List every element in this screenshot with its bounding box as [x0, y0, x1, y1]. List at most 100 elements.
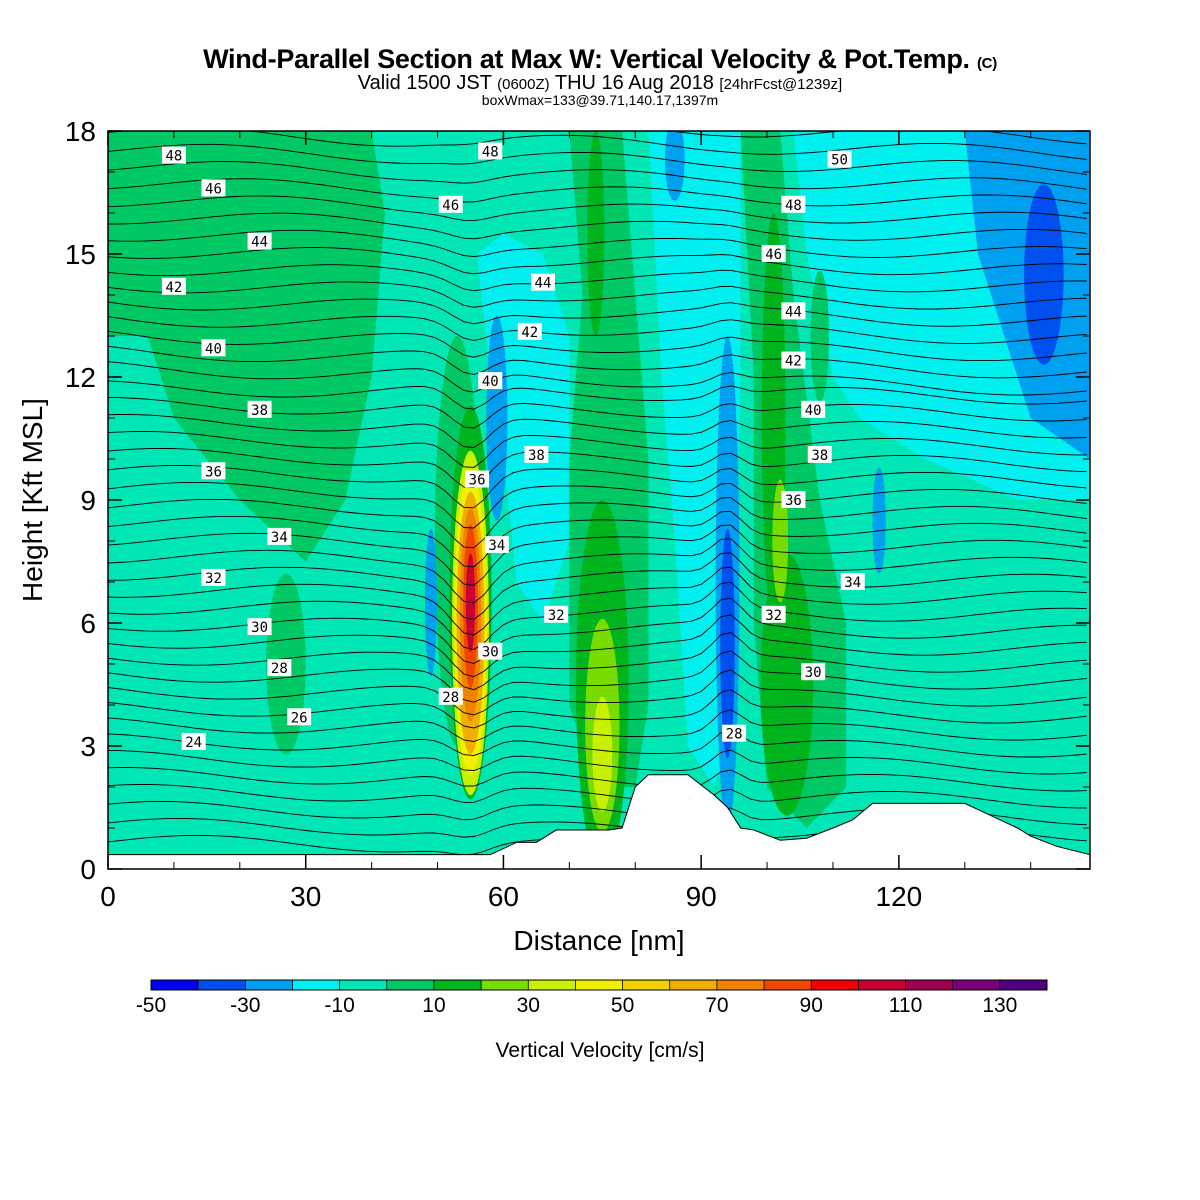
isentrope-line — [108, 784, 1087, 809]
isentrope-label-box — [801, 663, 826, 681]
isentrope-line — [108, 538, 1087, 604]
isentrope-label-box — [247, 618, 272, 636]
x-tick-label: 90 — [686, 881, 717, 912]
isentrope-label-box — [161, 146, 186, 164]
y-tick-label: 0 — [80, 854, 96, 885]
colorbar-swatch — [622, 980, 671, 990]
isentrope-label: 30 — [801, 663, 826, 681]
field-region — [592, 696, 613, 812]
isentrope-label-box — [181, 732, 206, 750]
colorbar-label: 90 — [800, 994, 823, 1017]
isentrope-label-box — [287, 708, 312, 726]
isentrope-label: 28 — [438, 687, 463, 706]
isentrope-label-box — [781, 302, 806, 320]
chart-subtitle: Valid 1500 JST (0600Z) THU 16 Aug 2018 [… — [0, 72, 1200, 95]
isentrope-label: 48 — [478, 142, 503, 161]
isentrope-label: 46 — [438, 195, 463, 214]
isentrope-label: 28 — [267, 659, 292, 677]
field-region — [108, 131, 385, 562]
isentrope-label-text: 34 — [844, 575, 861, 591]
x-tick-label: 60 — [488, 881, 519, 912]
isentrope-labels: 24 26 28 30 32 34 36 38 40 42 44 46 48 28 30 32 34 36 38 40… — [161, 142, 865, 751]
isentrope-label-box — [722, 724, 747, 742]
isentrope-line — [108, 464, 1087, 509]
isentrope-label-text: 44 — [251, 235, 268, 251]
isentrope-label-box — [247, 400, 272, 418]
x-tick-label: 120 — [876, 881, 923, 912]
colorbar-swatch — [245, 980, 293, 990]
field-region — [425, 528, 437, 677]
field-region — [587, 131, 605, 336]
isentrope-label-box — [807, 445, 832, 463]
isentrope-label-box — [484, 536, 509, 554]
colorbar-label: 30 — [517, 994, 540, 1017]
isentrope-label-text: 44 — [785, 304, 802, 320]
isentrope-line — [108, 497, 1087, 549]
isentrope-line — [108, 669, 1087, 716]
isentrope-label-text: 34 — [488, 538, 505, 554]
isentrope-label: 34 — [840, 573, 865, 591]
valid-date: THU 16 Aug 2018 — [554, 72, 714, 94]
isentrope-line — [108, 143, 1087, 175]
isentrope-line — [108, 566, 1087, 636]
isentrope-label-text: 40 — [482, 374, 499, 390]
isentrope-label-text: 42 — [785, 354, 802, 370]
isentrope-label-text: 48 — [785, 198, 802, 214]
isentrope-label-text: 36 — [785, 493, 802, 509]
isentrope-label: 44 — [530, 273, 555, 292]
isentrope-label-text: 42 — [521, 325, 538, 341]
isentrope-label: 36 — [201, 462, 226, 480]
isentrope-label: 24 — [181, 732, 206, 751]
colorbar-label: -30 — [230, 994, 260, 1017]
isentrope-label-text: 42 — [165, 280, 182, 296]
isentrope-label-box — [517, 322, 542, 340]
isentrope-line — [108, 431, 1087, 468]
isentrope-label: 40 — [478, 372, 503, 390]
isentrope-line — [108, 264, 1087, 293]
isentrope-line — [108, 178, 1087, 207]
isentrope-label-text: 48 — [165, 149, 182, 165]
isentrope-line — [108, 330, 1087, 362]
isentrope-line — [108, 161, 1087, 190]
isentrope-label-box — [801, 400, 826, 418]
isentrope-label: 34 — [267, 527, 292, 546]
isentrope-label: 32 — [544, 605, 569, 624]
isentrope-label: 42 — [517, 322, 542, 341]
y-tick-label: 6 — [80, 608, 96, 639]
isentrope-label-text: 32 — [765, 608, 782, 624]
y-tick-label: 18 — [65, 116, 96, 147]
isentrope-line — [108, 212, 1087, 241]
isentrope-label-text: 32 — [548, 608, 565, 624]
colorbar-swatch — [716, 980, 765, 990]
isentrope-label-text: 48 — [482, 145, 499, 161]
colorbar-label: 50 — [611, 994, 634, 1017]
velocity-field — [108, 131, 1090, 869]
colorbar-label: 130 — [982, 994, 1017, 1017]
isentrope-label-box — [530, 273, 555, 291]
isentrope-label-box — [761, 245, 786, 262]
isentrope-label: 40 — [201, 339, 226, 357]
isentrope-label-text: 40 — [805, 403, 822, 419]
isentrope-label-text: 24 — [185, 735, 202, 751]
x-tick-label: 0 — [100, 881, 116, 912]
isentrope-line — [108, 510, 1087, 568]
y-tick-label: 3 — [80, 731, 96, 762]
isentrope-label-text: 46 — [205, 181, 222, 197]
isentrope-label-text: 46 — [442, 198, 459, 214]
isentrope-label: 38 — [807, 445, 832, 464]
isentrope-line — [108, 729, 1087, 758]
isentrope-line — [108, 131, 1087, 160]
isentrope-label-box — [438, 195, 463, 213]
isentrope-label-text: 34 — [271, 530, 288, 546]
isentrope-lines — [108, 131, 1087, 857]
colorbar-swatch — [151, 980, 199, 990]
isentrope-label-text: 50 — [831, 153, 848, 169]
isentrope-label-box — [840, 573, 865, 590]
terrain-mask — [107, 774, 1091, 870]
isentrope-label: 48 — [781, 195, 806, 214]
isentrope-label-text: 28 — [271, 661, 288, 677]
isentrope-label: 40 — [801, 400, 826, 419]
isentrope-label-box — [201, 568, 226, 586]
isentrope-label-box — [201, 462, 226, 480]
